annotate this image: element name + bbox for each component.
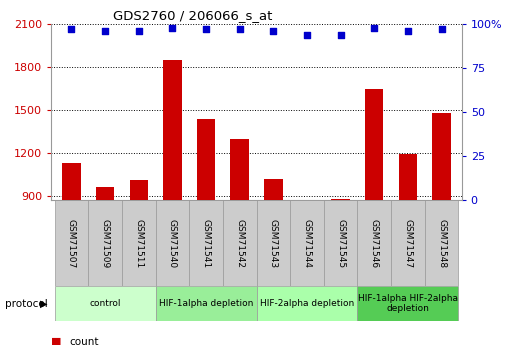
Bar (189, 200, 223, 286)
Text: GSM71507: GSM71507 (67, 219, 76, 268)
Text: ▶: ▶ (40, 299, 47, 308)
Text: GSM71547: GSM71547 (403, 219, 412, 268)
Bar (358, 200, 391, 286)
Bar (129, 180, 148, 200)
Bar (55, 200, 88, 286)
Bar (399, 154, 417, 200)
Bar (391, 200, 425, 286)
Bar (256, 286, 358, 321)
Bar (122, 200, 155, 286)
Point (202, 27, 210, 32)
Text: control: control (89, 299, 121, 308)
Text: HIF-1alpha depletion: HIF-1alpha depletion (159, 299, 253, 308)
Text: GSM71541: GSM71541 (202, 219, 210, 268)
Bar (264, 179, 283, 200)
Text: count: count (69, 337, 99, 345)
Text: GSM71511: GSM71511 (134, 219, 143, 268)
Point (134, 28, 143, 34)
Bar (155, 286, 256, 321)
Bar (290, 200, 324, 286)
Point (168, 25, 176, 30)
Text: GSM71545: GSM71545 (336, 219, 345, 268)
Bar (324, 200, 358, 286)
Text: GSM71546: GSM71546 (370, 219, 379, 268)
Text: GSM71542: GSM71542 (235, 219, 244, 268)
Text: GSM71540: GSM71540 (168, 219, 177, 268)
Bar (62, 163, 81, 200)
Text: HIF-1alpha HIF-2alpha
depletion: HIF-1alpha HIF-2alpha depletion (358, 294, 458, 313)
Text: GSM71548: GSM71548 (437, 219, 446, 268)
Bar (163, 60, 182, 200)
Point (67, 27, 75, 32)
Point (269, 28, 278, 34)
Bar (425, 200, 458, 286)
Bar (358, 286, 458, 321)
Bar (223, 200, 256, 286)
Point (303, 32, 311, 38)
Bar (88, 200, 122, 286)
Point (101, 28, 109, 34)
Bar (230, 139, 249, 200)
Bar (256, 200, 290, 286)
Point (438, 27, 446, 32)
Bar (432, 113, 451, 200)
Text: GDS2760 / 206066_s_at: GDS2760 / 206066_s_at (113, 9, 272, 22)
Text: protocol: protocol (5, 299, 48, 308)
Point (337, 32, 345, 38)
Bar (365, 89, 384, 200)
Text: GSM71543: GSM71543 (269, 219, 278, 268)
Point (404, 28, 412, 34)
Bar (197, 119, 215, 200)
Bar (331, 199, 350, 200)
Text: ■: ■ (51, 337, 62, 345)
Point (370, 25, 379, 30)
Text: HIF-2alpha depletion: HIF-2alpha depletion (260, 299, 354, 308)
Bar (155, 200, 189, 286)
Bar (55, 286, 155, 321)
Bar (96, 187, 114, 200)
Text: GSM71509: GSM71509 (101, 219, 110, 268)
Point (235, 27, 244, 32)
Text: GSM71544: GSM71544 (303, 219, 311, 268)
